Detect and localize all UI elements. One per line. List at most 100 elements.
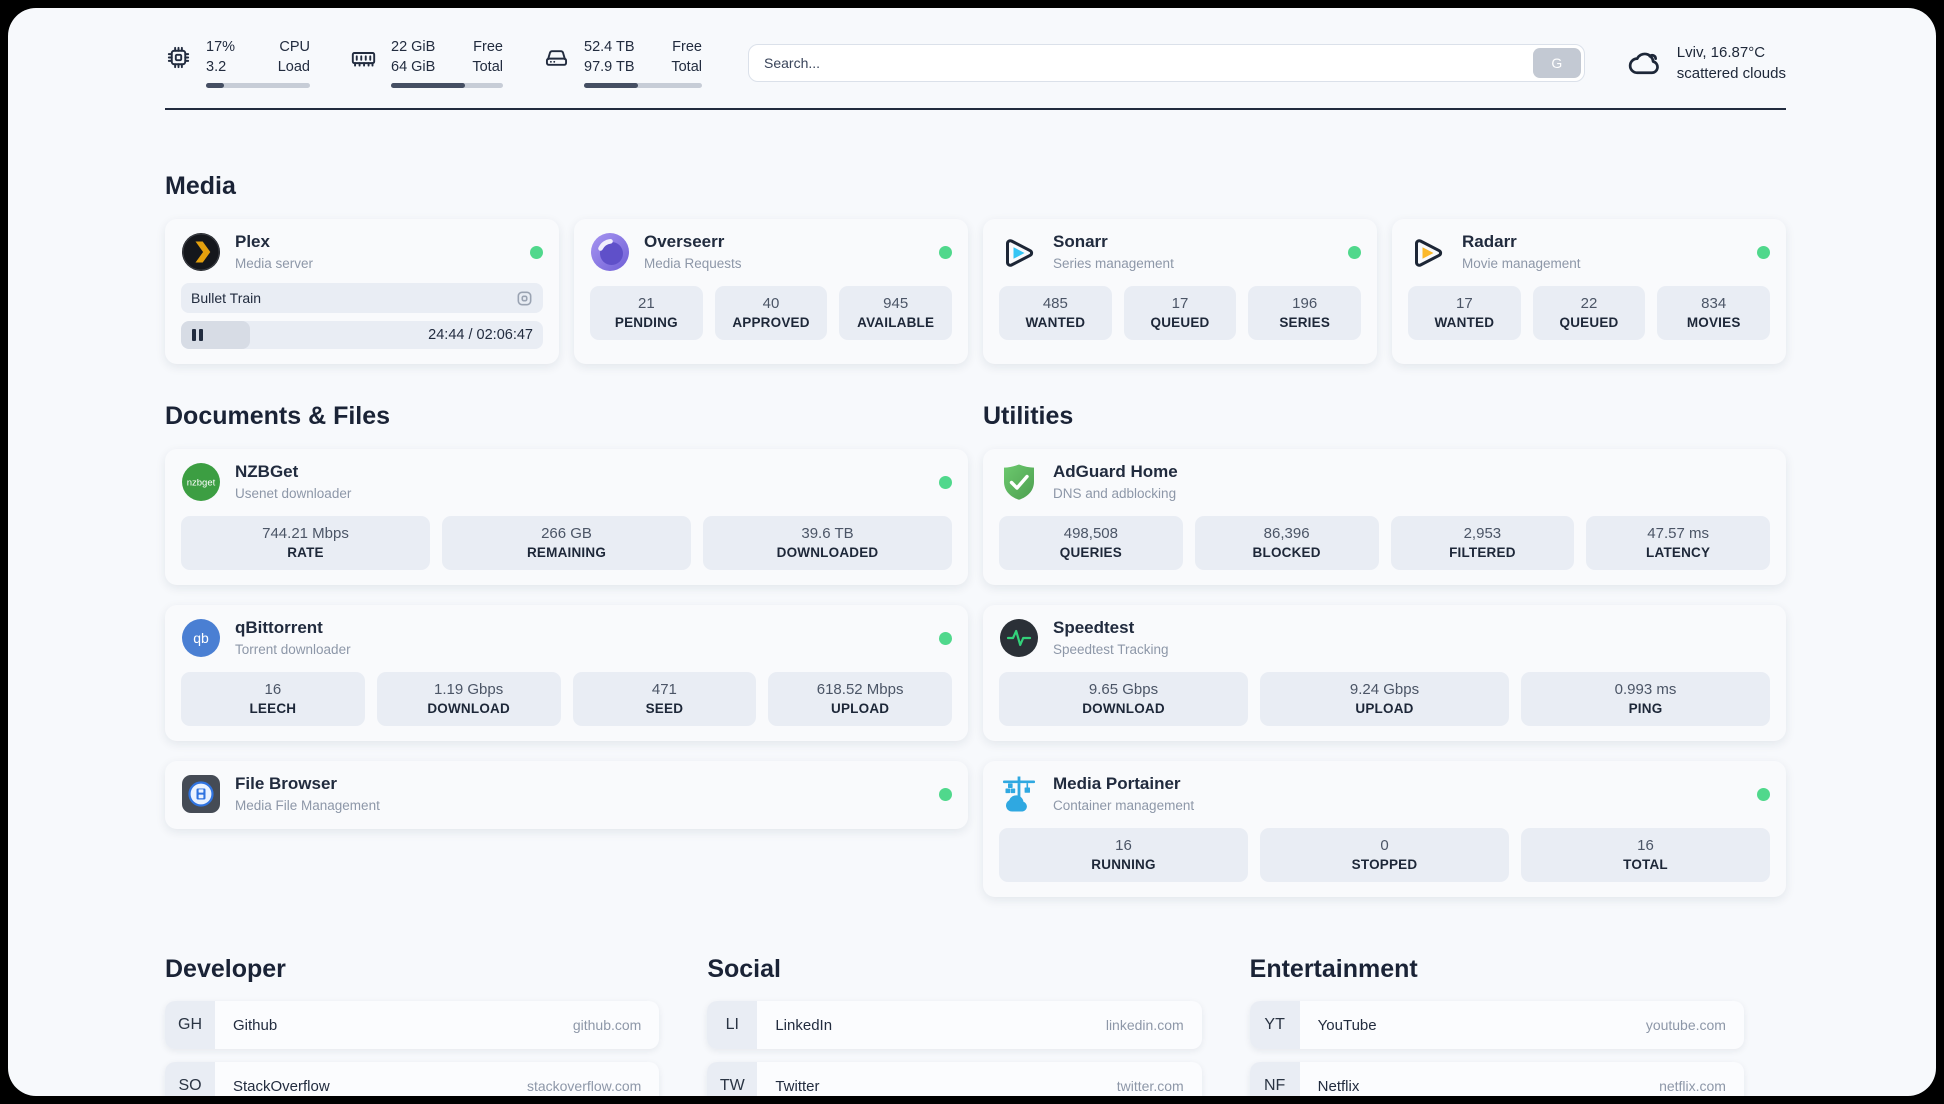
- bookmark-abbr: YT: [1249, 1001, 1300, 1050]
- qbittorrent-status-dot: [939, 631, 952, 645]
- pause-button[interactable]: [192, 329, 203, 342]
- stat-tile: 834 MOVIES: [1657, 286, 1771, 341]
- service-card-plex[interactable]: Plex Media server Bullet Train 24:44 / 0…: [165, 219, 559, 365]
- cpu-stat-widget: 17% 3.2 CPU Load: [165, 38, 310, 89]
- radarr-status-dot: [1757, 245, 1770, 259]
- plex-playback-time: 24:44 / 02:06:47: [428, 327, 533, 344]
- plex-card-header: Plex Media server: [181, 232, 543, 272]
- bookmark-netflix[interactable]: NF Netflix netflix.com: [1249, 1062, 1744, 1096]
- overseerr-status-dot: [939, 245, 952, 259]
- bookmarks-entertainment: Entertainment YT YouTube youtube.com NF …: [1249, 955, 1744, 1096]
- weather-widget: Lviv, 16.87°C scattered clouds: [1627, 42, 1786, 84]
- section-title-media: Media: [165, 172, 236, 201]
- cpu-icon: [167, 46, 190, 69]
- system-stats: 17% 3.2 CPU Load: [165, 38, 702, 89]
- cpu-usage-value: 17%: [206, 39, 236, 55]
- ram-icon: [351, 52, 376, 67]
- service-card-qbittorrent[interactable]: qb qBittorrent Torrent downloader 16 LEEC…: [165, 605, 968, 742]
- bookmark-linkedin[interactable]: LI LinkedIn linkedin.com: [707, 1001, 1202, 1050]
- disk-free-label: Free: [672, 39, 702, 55]
- utilities-column: Utilities AdGuard Home: [983, 402, 1786, 898]
- bookmark-stackoverflow[interactable]: SO StackOverflow stackoverflow.com: [165, 1062, 660, 1096]
- stat-tile: 16 RUNNING: [999, 828, 1248, 883]
- adguard-name: AdGuard Home: [1053, 462, 1178, 482]
- stat-tile: 47.57 ms LATENCY: [1586, 516, 1770, 571]
- stat-tile: 498,508 QUERIES: [999, 516, 1183, 571]
- weather-condition: scattered clouds: [1676, 65, 1786, 83]
- plex-status-dot: [530, 245, 543, 259]
- portainer-name: Media Portainer: [1053, 774, 1181, 794]
- cpu-progress-bar: [206, 83, 310, 89]
- screen-session-icon[interactable]: [516, 290, 533, 307]
- qbittorrent-icon: qb: [181, 618, 221, 658]
- search-engine-button[interactable]: G: [1532, 48, 1581, 79]
- media-card-row: Plex Media server Bullet Train 24:44 / 0…: [165, 219, 1786, 365]
- search-bar: G: [748, 44, 1585, 83]
- stat-tile: 9.24 Gbps UPLOAD: [1260, 672, 1509, 727]
- bookmark-abbr: SO: [165, 1062, 215, 1096]
- adguard-subtitle: DNS and adblocking: [1053, 485, 1177, 501]
- stat-tile: 86,396 BLOCKED: [1194, 516, 1379, 571]
- plex-progress-bar[interactable]: 24:44 / 02:06:47: [181, 321, 543, 350]
- bookmark-abbr: NF: [1249, 1062, 1300, 1096]
- stat-tile: 40 APPROVED: [714, 286, 828, 341]
- weather-location-temp: Lviv, 16.87°C: [1676, 44, 1766, 62]
- bookmark-github[interactable]: GH Github github.com: [165, 1001, 660, 1050]
- disk-total-label: Total: [671, 58, 702, 75]
- section-title-social: Social: [707, 955, 781, 984]
- service-card-filebrowser[interactable]: File Browser Media File Management: [165, 761, 968, 830]
- svg-text:nzbget: nzbget: [187, 478, 216, 489]
- stat-tile: 266 GB REMAINING: [442, 516, 691, 571]
- filebrowser-icon: [181, 774, 221, 814]
- radarr-name: Radarr: [1462, 232, 1517, 252]
- filebrowser-subtitle: Media File Management: [235, 797, 380, 813]
- plex-icon: [181, 232, 221, 272]
- header-divider: [165, 108, 1786, 111]
- dashboard-page: 17% 3.2 CPU Load: [8, 8, 1936, 1096]
- top-bar: 17% 3.2 CPU Load: [165, 38, 1786, 89]
- stat-tile: 22 QUEUED: [1532, 286, 1646, 341]
- stat-tile: 2,953 FILTERED: [1390, 516, 1575, 571]
- bookmark-twitter[interactable]: TW Twitter twitter.com: [707, 1062, 1202, 1096]
- service-card-radarr[interactable]: Radarr Movie management 17 WANTED 22 QUEUE…: [1392, 219, 1786, 365]
- section-title-entertainment: Entertainment: [1249, 955, 1418, 984]
- service-card-nzbget[interactable]: nzbget NZBGet Usenet downloader 744.21 M…: [165, 449, 968, 586]
- plex-name: Plex: [235, 232, 270, 252]
- stat-tile: 17 WANTED: [1408, 286, 1521, 341]
- bookmarks-social: Social LI LinkedIn linkedin.com TW Twitt…: [707, 955, 1202, 1096]
- radarr-icon: [1408, 232, 1448, 272]
- stat-tile: 485 WANTED: [999, 286, 1112, 341]
- ram-total-label: Total: [472, 58, 503, 75]
- service-card-portainer[interactable]: Media Portainer Container management 16 R…: [983, 761, 1786, 898]
- section-title-developer: Developer: [165, 955, 286, 984]
- nzbget-subtitle: Usenet downloader: [235, 485, 352, 501]
- sonarr-subtitle: Series management: [1053, 255, 1174, 271]
- sonarr-status-dot: [1348, 245, 1361, 259]
- service-card-overseerr[interactable]: Overseerr Media Requests 21 PENDING 40 APP…: [574, 219, 968, 365]
- overseerr-subtitle: Media Requests: [644, 255, 742, 271]
- service-card-adguard[interactable]: AdGuard Home DNS and adblocking 498,508 Q…: [983, 449, 1786, 586]
- bookmark-youtube[interactable]: YT YouTube youtube.com: [1249, 1001, 1744, 1050]
- stat-tile: 16 LEECH: [181, 672, 365, 727]
- bookmark-abbr: LI: [707, 1001, 758, 1050]
- qbittorrent-name: qBittorrent: [235, 618, 323, 638]
- stat-tile: 471 SEED: [572, 672, 757, 727]
- portainer-icon: [999, 774, 1039, 814]
- section-title-utilities: Utilities: [983, 402, 1074, 431]
- sonarr-name: Sonarr: [1053, 232, 1108, 252]
- stat-tile: 21 PENDING: [590, 286, 703, 341]
- overseerr-icon: [590, 232, 630, 272]
- service-card-speedtest[interactable]: Speedtest Speedtest Tracking 9.65 Gbps DO…: [983, 605, 1786, 742]
- disk-total-value: 97.9 TB: [584, 58, 635, 75]
- qbittorrent-subtitle: Torrent downloader: [235, 641, 351, 657]
- nzbget-name: NZBGet: [235, 462, 299, 482]
- section-title-documents: Documents & Files: [165, 402, 391, 431]
- cpu-label: CPU: [279, 39, 310, 55]
- ram-total-value: 64 GiB: [391, 58, 436, 75]
- cpu-load-label: Load: [277, 58, 310, 75]
- stat-tile: 744.21 Mbps RATE: [181, 516, 430, 571]
- bookmark-abbr: TW: [707, 1062, 758, 1096]
- bookmarks-area: Developer GH Github github.com SO StackO…: [165, 955, 1786, 1096]
- service-card-sonarr[interactable]: Sonarr Series management 485 WANTED 17 QUE…: [983, 219, 1377, 365]
- search-input[interactable]: [748, 44, 1585, 83]
